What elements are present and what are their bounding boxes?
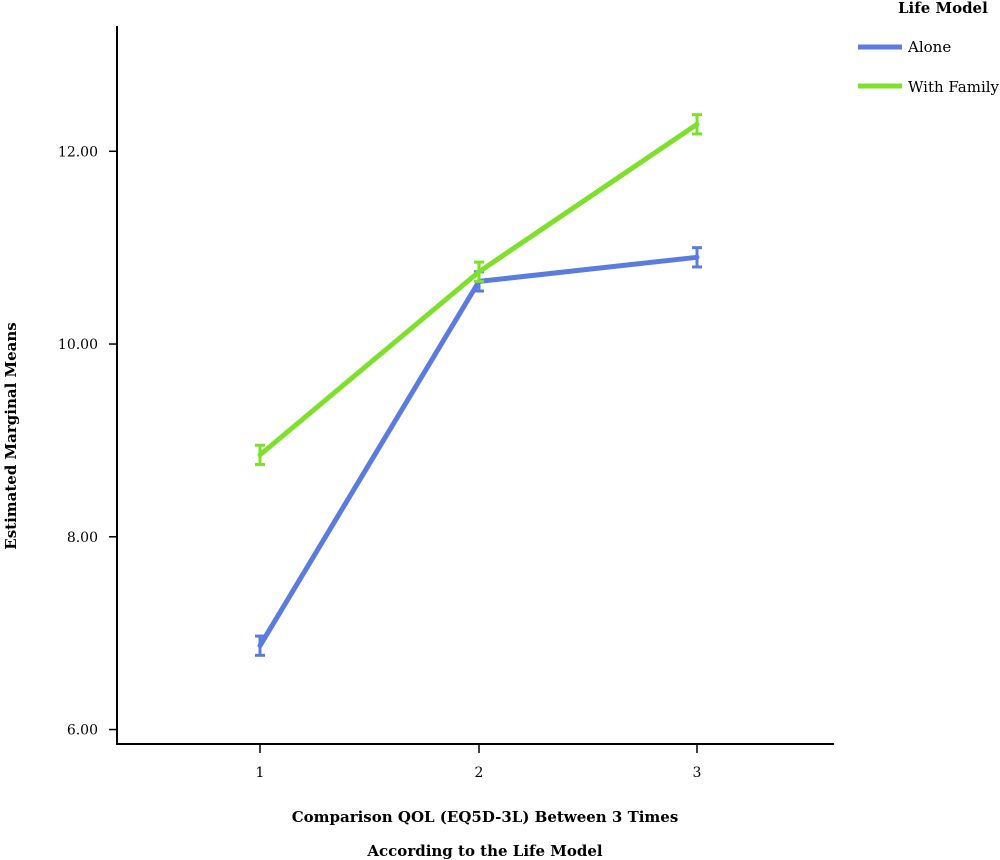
error-bar — [474, 260, 484, 283]
x-tick-label: 2 — [475, 765, 484, 781]
legend-label-with-family: With Family — [908, 78, 1000, 96]
x-axis-title-line2: According to the Life Model — [366, 842, 602, 860]
x-tick-label: 3 — [693, 765, 702, 781]
legend: Life Model Alone With Family — [858, 0, 1000, 96]
y-tick-label: 10.00 — [58, 337, 98, 353]
series-with-family — [255, 113, 702, 467]
y-ticks: 6.00 8.00 10.00 12.00 — [58, 144, 117, 739]
x-axis-title-line1: Comparison QOL (EQ5D-3L) Between 3 Times — [292, 808, 679, 826]
legend-label-alone: Alone — [907, 38, 951, 56]
series-layer — [255, 113, 702, 657]
legend-title: Life Model — [898, 0, 988, 17]
x-tick-label: 1 — [256, 765, 265, 781]
error-bar — [692, 246, 702, 269]
error-bar — [692, 113, 702, 136]
y-tick-label: 6.00 — [67, 723, 98, 739]
series-alone — [255, 246, 702, 657]
series-line — [257, 254, 700, 649]
y-axis-title: Estimated Marginal Means — [2, 322, 20, 549]
y-tick-label: 8.00 — [67, 530, 98, 546]
y-tick-label: 12.00 — [58, 144, 98, 160]
error-bar — [255, 443, 265, 467]
error-bar — [255, 634, 265, 657]
x-ticks: 1 2 3 — [256, 744, 702, 781]
